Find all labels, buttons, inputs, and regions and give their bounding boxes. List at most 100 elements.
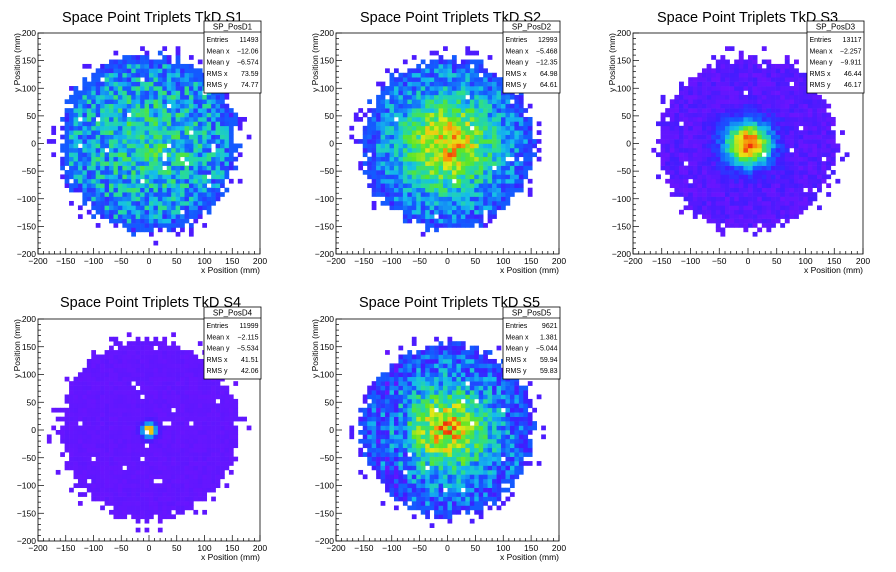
heatmap-cell xyxy=(117,483,123,489)
heatmap-cell xyxy=(157,381,163,386)
heatmap-cell xyxy=(487,214,493,219)
heatmap-cell xyxy=(140,492,145,497)
heatmap-cell xyxy=(69,425,74,431)
heatmap-cell xyxy=(91,487,97,493)
heatmap-cell xyxy=(803,121,809,127)
heatmap-cell xyxy=(104,403,110,409)
heatmap-cell xyxy=(729,165,735,171)
heatmap-cell xyxy=(416,205,422,211)
heatmap-cell xyxy=(465,183,471,188)
heatmap-cell xyxy=(789,77,795,82)
heatmap-cell xyxy=(789,125,795,131)
heatmap-cell xyxy=(77,139,83,144)
heatmap-cell xyxy=(100,139,105,144)
heatmap-cell xyxy=(188,205,194,211)
heatmap-cell xyxy=(766,223,772,228)
heatmap-cell xyxy=(131,452,136,457)
heatmap-cell xyxy=(153,469,159,475)
heatmap-cell xyxy=(821,170,827,175)
heatmap-cell xyxy=(688,161,694,166)
heatmap-cell xyxy=(73,94,79,100)
heatmap-cell xyxy=(86,134,92,140)
heatmap-cell xyxy=(771,156,776,162)
heatmap-cell xyxy=(126,99,132,105)
heatmap-cell xyxy=(60,143,65,149)
heatmap-cell xyxy=(469,130,475,135)
heatmap-cell xyxy=(149,152,154,158)
heatmap-cell xyxy=(483,174,488,180)
heatmap-cell xyxy=(175,505,181,511)
heatmap-cell xyxy=(166,447,172,453)
heatmap-cell xyxy=(91,478,97,484)
heatmap-cell xyxy=(385,103,390,109)
heatmap-cell xyxy=(180,86,185,91)
heatmap-cell xyxy=(407,103,413,109)
heatmap-cell xyxy=(126,156,132,162)
heatmap-cell xyxy=(817,121,822,127)
heatmap-cell xyxy=(738,134,744,140)
heatmap-cell xyxy=(100,152,105,158)
heatmap-cell xyxy=(393,156,399,162)
heatmap-cell xyxy=(228,152,234,158)
heatmap-cell xyxy=(803,147,809,153)
heatmap-cell xyxy=(100,438,105,444)
heatmap-cell xyxy=(434,165,439,171)
heatmap-cell xyxy=(144,363,150,369)
heatmap-cell xyxy=(411,147,417,153)
heatmap-cell xyxy=(131,170,136,175)
heatmap-cell xyxy=(122,407,128,413)
heatmap-cell xyxy=(131,407,136,413)
heatmap-cell xyxy=(367,161,372,166)
heatmap-cell xyxy=(149,108,154,113)
heatmap-cell xyxy=(398,116,404,122)
heatmap-cell xyxy=(411,134,417,140)
heatmap-cell xyxy=(73,385,79,391)
heatmap-cell xyxy=(122,214,128,219)
heatmap-cell xyxy=(456,161,462,166)
heatmap-cell xyxy=(86,390,92,395)
x-tick-label: 0 xyxy=(147,256,152,266)
heatmap-cell xyxy=(807,183,813,188)
heatmap-cell xyxy=(393,178,399,184)
heatmap-cell xyxy=(228,121,234,127)
heatmap-cell xyxy=(536,130,542,135)
heatmap-cell xyxy=(140,187,145,193)
heatmap-cell xyxy=(126,465,132,471)
heatmap-cell xyxy=(153,367,159,373)
heatmap-cell xyxy=(411,156,417,162)
heatmap-cell xyxy=(487,165,493,171)
heatmap-cell xyxy=(469,161,475,166)
heatmap-cell xyxy=(184,152,190,158)
heatmap-cell xyxy=(447,63,453,69)
heatmap-cell xyxy=(487,55,493,60)
heatmap-cell xyxy=(131,72,136,78)
heatmap-cell xyxy=(144,398,150,404)
heatmap-cell xyxy=(100,161,105,166)
heatmap-cell xyxy=(679,103,684,109)
heatmap-cell xyxy=(171,94,176,100)
heatmap-cell xyxy=(153,492,159,497)
heatmap-cell xyxy=(527,125,533,131)
heatmap-cell xyxy=(429,103,435,109)
x-axis-label: x Position (mm) xyxy=(804,265,863,275)
heatmap-cell xyxy=(86,209,92,215)
heatmap-cell xyxy=(131,430,136,435)
heatmap-cells xyxy=(46,46,252,246)
heatmap-cell xyxy=(748,86,753,91)
heatmap-cell xyxy=(144,358,150,364)
heatmap-cell xyxy=(692,81,698,87)
heatmap-cell xyxy=(429,108,435,113)
heatmap-cell xyxy=(775,200,781,206)
y-tick-label: 150 xyxy=(617,56,631,66)
heatmap-cell xyxy=(505,161,511,166)
heatmap-cell xyxy=(197,72,203,78)
heatmap-cell xyxy=(734,130,740,135)
heatmap-cell xyxy=(817,125,822,131)
heatmap-cell xyxy=(64,421,70,426)
heatmap-cell xyxy=(438,218,444,224)
heatmap-cell xyxy=(149,63,154,69)
heatmap-cell xyxy=(220,130,225,135)
heatmap-cell xyxy=(91,407,97,413)
heatmap-cell xyxy=(117,112,123,118)
heatmap-cell xyxy=(817,94,822,100)
